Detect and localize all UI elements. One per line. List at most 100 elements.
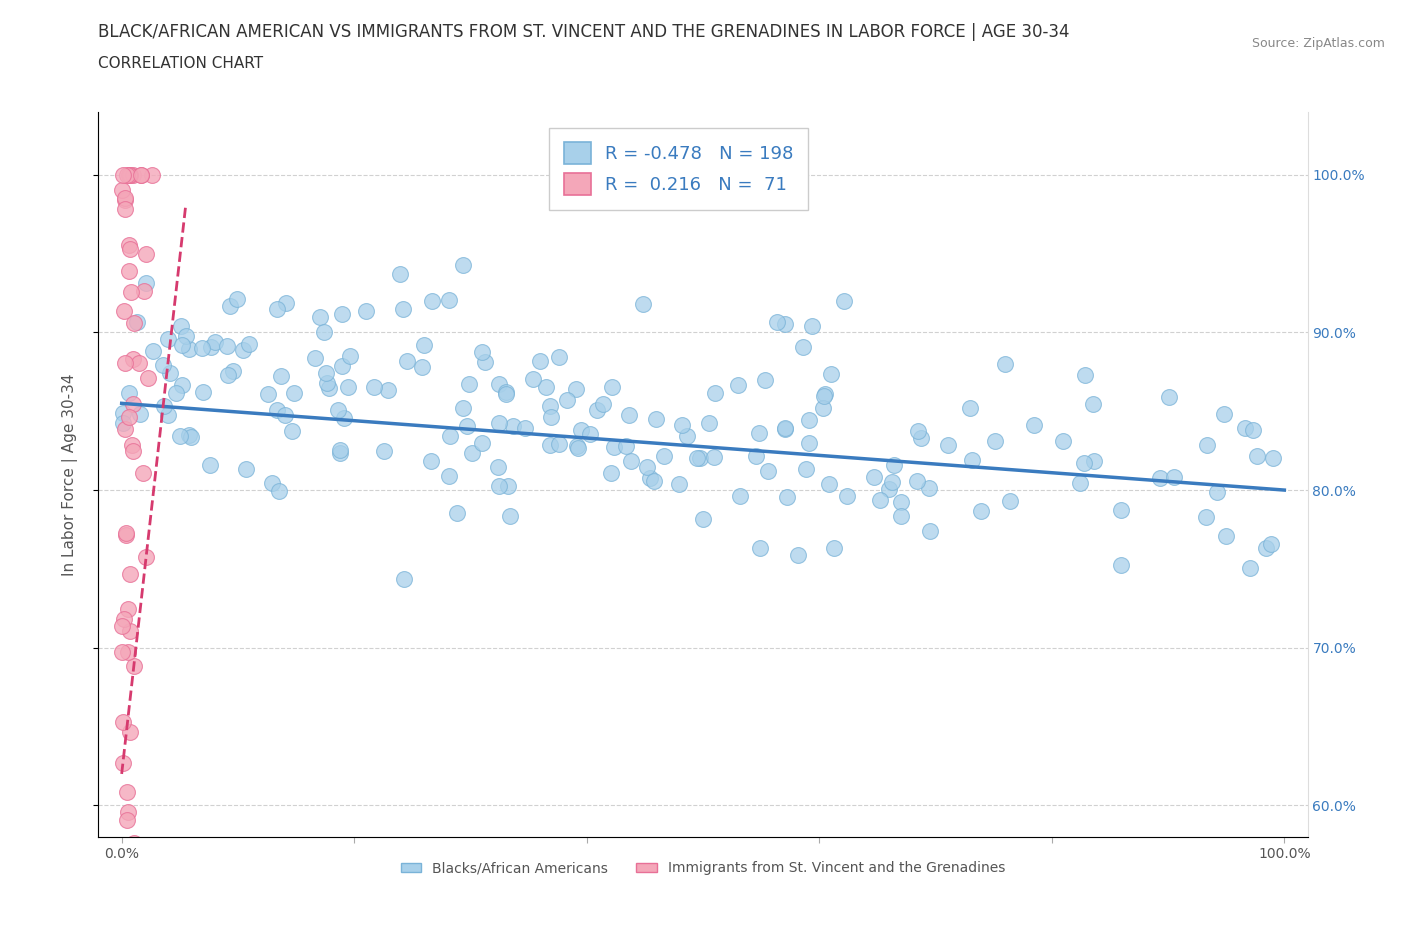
Point bbox=[274, 407, 297, 422]
Point bbox=[315, 365, 337, 380]
Point bbox=[115, 527, 138, 542]
Point bbox=[654, 449, 676, 464]
Point bbox=[354, 304, 377, 319]
Point bbox=[614, 438, 637, 453]
Point bbox=[756, 463, 779, 478]
Point bbox=[765, 315, 787, 330]
Point bbox=[142, 343, 165, 358]
Point bbox=[118, 386, 141, 401]
Point bbox=[776, 490, 799, 505]
Point bbox=[890, 495, 912, 510]
Point bbox=[697, 416, 720, 431]
Point bbox=[704, 385, 727, 400]
Point bbox=[1109, 503, 1132, 518]
Point bbox=[135, 897, 157, 912]
Point bbox=[638, 472, 661, 486]
Point bbox=[1083, 454, 1105, 469]
Point bbox=[308, 310, 330, 325]
Point bbox=[117, 813, 139, 828]
Point bbox=[754, 373, 776, 388]
Point bbox=[882, 474, 904, 489]
Point bbox=[266, 402, 288, 417]
Point bbox=[1195, 438, 1218, 453]
Point bbox=[177, 341, 200, 356]
Point bbox=[998, 494, 1021, 509]
Point bbox=[748, 540, 770, 555]
Point bbox=[1233, 420, 1256, 435]
Point bbox=[457, 377, 479, 392]
Point bbox=[135, 275, 157, 290]
Point bbox=[728, 488, 751, 503]
Point bbox=[959, 400, 981, 415]
Point bbox=[118, 242, 141, 257]
Point bbox=[451, 401, 474, 416]
Point bbox=[1261, 450, 1284, 465]
Point bbox=[970, 503, 993, 518]
Point bbox=[122, 396, 145, 411]
Point bbox=[918, 480, 941, 495]
Point bbox=[918, 524, 941, 538]
Point bbox=[1246, 449, 1268, 464]
Point bbox=[333, 410, 356, 425]
Point bbox=[446, 506, 468, 521]
Point bbox=[111, 714, 134, 729]
Point bbox=[569, 422, 592, 437]
Point bbox=[578, 427, 600, 442]
Point bbox=[869, 492, 891, 507]
Point bbox=[190, 341, 212, 356]
Point bbox=[499, 509, 522, 524]
Point bbox=[121, 437, 143, 452]
Point bbox=[495, 387, 517, 402]
Point bbox=[204, 334, 226, 349]
Point bbox=[180, 430, 202, 445]
Point bbox=[125, 314, 148, 329]
Point bbox=[910, 431, 932, 445]
Point bbox=[232, 342, 254, 357]
Point bbox=[488, 478, 510, 493]
Point bbox=[529, 353, 551, 368]
Point bbox=[132, 284, 155, 299]
Point bbox=[692, 512, 714, 526]
Point bbox=[1024, 418, 1046, 432]
Point bbox=[905, 473, 928, 488]
Point bbox=[115, 784, 138, 799]
Point bbox=[135, 550, 157, 565]
Point bbox=[1254, 540, 1277, 555]
Point bbox=[786, 548, 808, 563]
Point bbox=[111, 644, 134, 659]
Point bbox=[117, 645, 139, 660]
Point bbox=[620, 454, 643, 469]
Point bbox=[522, 371, 544, 386]
Point bbox=[994, 357, 1017, 372]
Point bbox=[257, 387, 280, 402]
Point bbox=[668, 477, 690, 492]
Point bbox=[122, 444, 145, 458]
Point bbox=[120, 285, 142, 299]
Point bbox=[797, 436, 820, 451]
Point bbox=[132, 465, 155, 480]
Point bbox=[1149, 471, 1171, 485]
Point bbox=[112, 611, 135, 626]
Point bbox=[631, 297, 654, 312]
Point bbox=[114, 202, 136, 217]
Point bbox=[330, 307, 353, 322]
Point bbox=[114, 422, 136, 437]
Point bbox=[703, 449, 725, 464]
Point bbox=[745, 448, 768, 463]
Point bbox=[329, 443, 352, 458]
Point bbox=[547, 436, 569, 451]
Point bbox=[117, 167, 139, 182]
Point bbox=[136, 370, 159, 385]
Point bbox=[619, 407, 641, 422]
Point bbox=[439, 293, 461, 308]
Point bbox=[198, 458, 221, 472]
Point bbox=[794, 462, 817, 477]
Point bbox=[336, 379, 359, 394]
Point bbox=[515, 420, 537, 435]
Point bbox=[456, 418, 478, 433]
Point bbox=[114, 356, 136, 371]
Point bbox=[141, 167, 163, 182]
Point bbox=[792, 339, 814, 354]
Point bbox=[600, 466, 623, 481]
Point bbox=[391, 301, 413, 316]
